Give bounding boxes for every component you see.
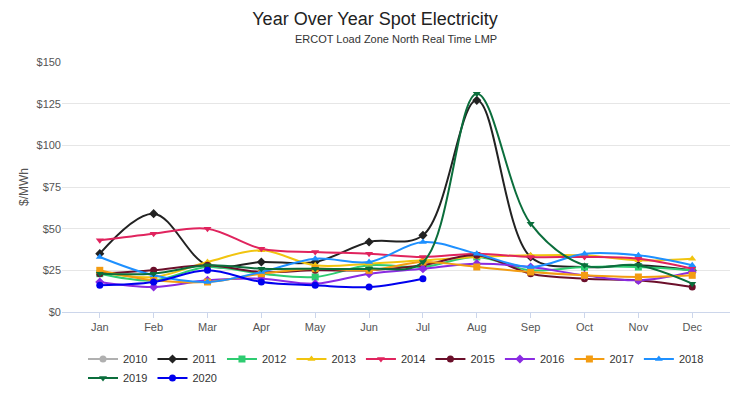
svg-text:Apr: Apr <box>253 321 270 333</box>
svg-text:Aug: Aug <box>467 321 487 333</box>
svg-text:2016: 2016 <box>540 353 564 365</box>
svg-text:Mar: Mar <box>198 321 217 333</box>
svg-text:Oct: Oct <box>576 321 593 333</box>
svg-text:Feb: Feb <box>144 321 163 333</box>
svg-text:2010: 2010 <box>123 353 147 365</box>
svg-text:$150: $150 <box>37 56 61 68</box>
svg-text:2014: 2014 <box>401 353 425 365</box>
svg-text:2015: 2015 <box>470 353 494 365</box>
svg-text:Dec: Dec <box>682 321 702 333</box>
svg-text:$0: $0 <box>49 306 61 318</box>
svg-text:ERCOT Load Zone North Real Tim: ERCOT Load Zone North Real Time LMP <box>295 33 497 45</box>
svg-text:Jul: Jul <box>416 321 430 333</box>
svg-text:2011: 2011 <box>192 353 216 365</box>
svg-text:Jun: Jun <box>360 321 378 333</box>
svg-text:Jan: Jan <box>91 321 109 333</box>
svg-text:$100: $100 <box>37 139 61 151</box>
svg-text:2018: 2018 <box>679 353 703 365</box>
svg-text:2013: 2013 <box>331 353 355 365</box>
svg-text:$50: $50 <box>43 223 61 235</box>
svg-text:May: May <box>305 321 326 333</box>
svg-text:Sep: Sep <box>521 321 541 333</box>
svg-text:2019: 2019 <box>123 372 147 384</box>
svg-text:Year Over Year Spot Electricit: Year Over Year Spot Electricity <box>252 9 497 29</box>
svg-text:$/MWh: $/MWh <box>17 168 31 206</box>
svg-text:2012: 2012 <box>262 353 286 365</box>
svg-text:$25: $25 <box>43 264 61 276</box>
svg-text:$125: $125 <box>37 98 61 110</box>
svg-text:2017: 2017 <box>609 353 633 365</box>
svg-text:2020: 2020 <box>192 372 216 384</box>
svg-text:Nov: Nov <box>629 321 649 333</box>
svg-text:$75: $75 <box>43 181 61 193</box>
